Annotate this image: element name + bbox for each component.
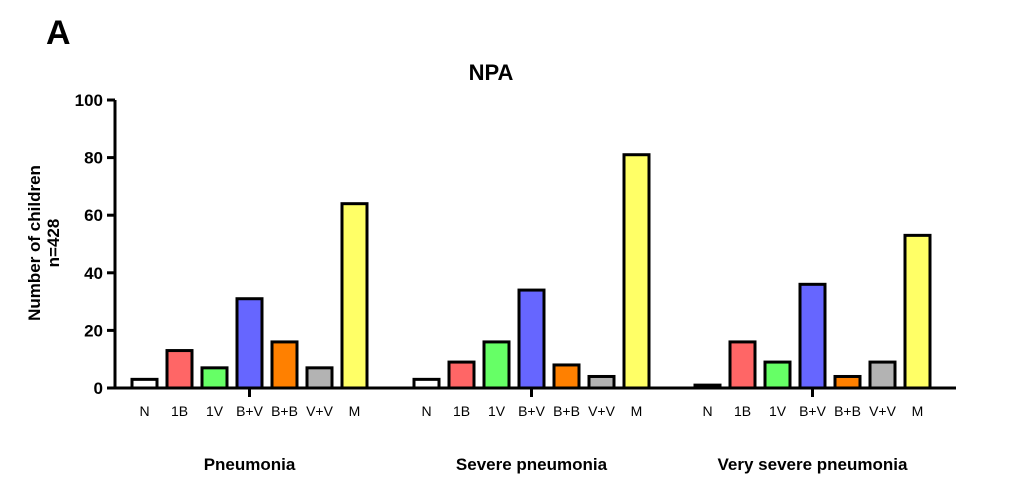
y-axis-label-line-1: Number of children xyxy=(25,165,44,321)
bar xyxy=(447,360,476,390)
panel-label: A xyxy=(46,14,71,52)
x-group-label: Pneumonia xyxy=(204,455,296,474)
x-category-label: B+V xyxy=(518,403,546,419)
x-category-label: N xyxy=(421,403,431,419)
x-category-label: M xyxy=(349,403,361,419)
bar xyxy=(270,340,299,390)
chart-title: NPA xyxy=(469,60,514,85)
bar xyxy=(200,366,229,390)
bar xyxy=(798,282,827,390)
y-tick-label: 20 xyxy=(84,321,103,340)
y-axis: 0 20 40 60 80 100 xyxy=(75,91,117,398)
x-category-label: 1V xyxy=(769,403,787,419)
x-category-label: 1B xyxy=(453,403,470,419)
bar xyxy=(728,340,757,390)
x-category-label: 1V xyxy=(488,403,506,419)
y-tick-label: 100 xyxy=(75,91,103,110)
x-category-label: 1B xyxy=(171,403,188,419)
bar xyxy=(622,153,651,390)
x-category-label: 1V xyxy=(206,403,224,419)
x-category-label: B+B xyxy=(553,403,580,419)
x-group-label: Severe pneumonia xyxy=(456,455,608,474)
x-category-label: V+V xyxy=(306,403,334,419)
x-category-label: B+B xyxy=(271,403,298,419)
x-category-label: B+V xyxy=(799,403,827,419)
y-tick-label: 40 xyxy=(84,264,103,283)
bar xyxy=(587,374,616,390)
bar xyxy=(340,202,369,390)
x-category-label: M xyxy=(912,403,924,419)
y-tick-label: 60 xyxy=(84,206,103,225)
y-tick-label: 80 xyxy=(84,149,103,168)
y-axis-label-line-2: n=428 xyxy=(44,219,63,268)
x-category-label: B+B xyxy=(834,403,861,419)
bar xyxy=(165,349,194,390)
x-category-label: N xyxy=(139,403,149,419)
bars xyxy=(130,153,932,390)
bar xyxy=(235,297,264,390)
y-axis-label: Number of children n=428 xyxy=(25,165,63,321)
x-category-label: M xyxy=(631,403,643,419)
x-category-label: V+V xyxy=(869,403,897,419)
x-category-label: 1B xyxy=(734,403,751,419)
x-category-label: B+V xyxy=(236,403,264,419)
bar xyxy=(763,360,792,390)
x-category-label: N xyxy=(702,403,712,419)
bar xyxy=(305,366,334,390)
bar xyxy=(903,233,932,390)
bar xyxy=(552,363,581,390)
bar xyxy=(833,374,862,390)
bar xyxy=(868,360,897,390)
bar xyxy=(517,288,546,390)
bar xyxy=(482,340,511,390)
x-category-label: V+V xyxy=(588,403,616,419)
y-tick-label: 0 xyxy=(94,379,103,398)
x-group-label: Very severe pneumonia xyxy=(718,455,908,474)
x-axis: N 1B 1V B+V B+B V+V M Pneumonia N 1B 1V B+V B+B V+V M S… xyxy=(113,386,956,474)
